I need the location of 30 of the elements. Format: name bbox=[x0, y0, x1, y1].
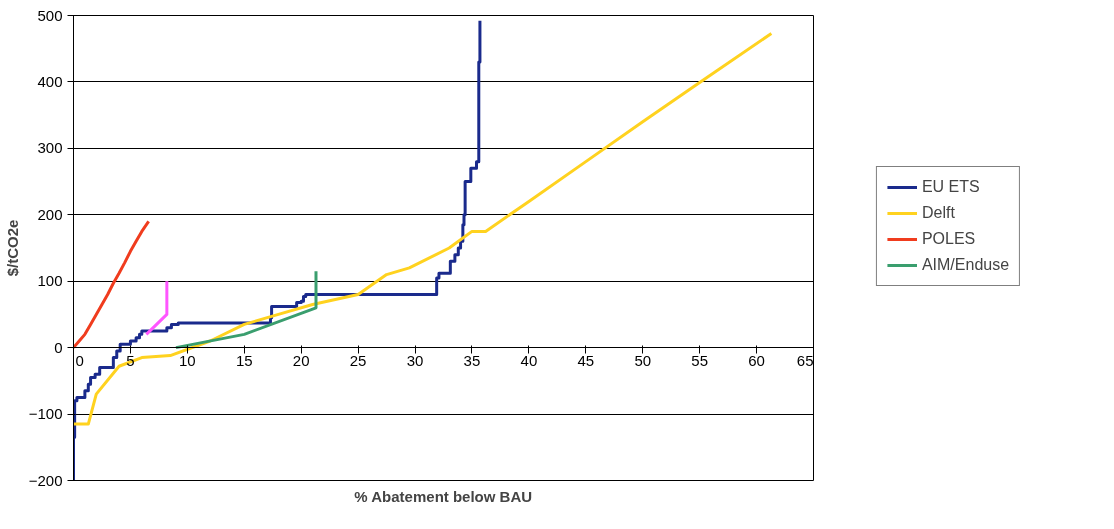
legend-label: POLES bbox=[921, 229, 976, 248]
x-tick-label: 15 bbox=[235, 351, 253, 369]
x-tick-label: 60 bbox=[748, 351, 765, 369]
x-tick-label: 20 bbox=[292, 351, 310, 369]
x-tick-label: 50 bbox=[634, 351, 652, 369]
y-tick-label: 400 bbox=[37, 72, 63, 90]
legend-label: Delft bbox=[921, 203, 955, 222]
y-tick-label: 200 bbox=[37, 205, 63, 223]
x-tick-label: 0 bbox=[75, 351, 84, 369]
x-axis-title: % Abatement below BAU bbox=[354, 487, 533, 505]
line-series bbox=[73, 31, 773, 426]
y-tick-label: −100 bbox=[28, 405, 63, 423]
x-tick-label: 55 bbox=[691, 351, 708, 369]
y-tick-label: −200 bbox=[28, 471, 63, 489]
y-tick-label: 300 bbox=[37, 139, 63, 157]
y-tick-label: 100 bbox=[37, 272, 63, 290]
y-tick-label: 0 bbox=[54, 338, 63, 356]
x-tick-label: 45 bbox=[577, 351, 595, 369]
x-tick-label: 25 bbox=[349, 351, 367, 369]
y-tick-label: 500 bbox=[37, 6, 63, 24]
x-tick-label: 65 bbox=[796, 351, 814, 369]
x-tick-label: 10 bbox=[179, 351, 196, 369]
x-tick-label: 35 bbox=[463, 351, 481, 369]
line-series bbox=[174, 269, 318, 350]
y-axis-title: $/tCO2e bbox=[3, 219, 21, 277]
x-tick-label: 40 bbox=[520, 351, 538, 369]
line-series bbox=[73, 219, 151, 350]
legend-label: AIM/Enduse bbox=[921, 255, 1010, 274]
legend-label: EU ETS bbox=[921, 177, 980, 196]
x-tick-label: 30 bbox=[406, 351, 424, 369]
